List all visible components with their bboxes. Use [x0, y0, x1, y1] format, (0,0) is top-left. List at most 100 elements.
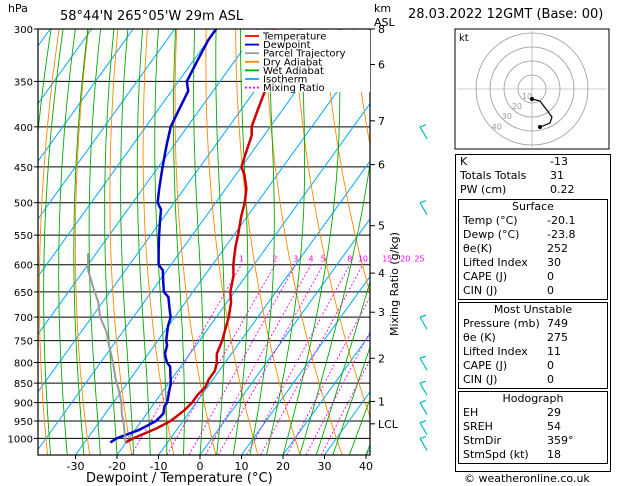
index-row: Temp (°C) -20.1 — [459, 214, 607, 228]
km-tick-label: 5 — [378, 220, 385, 233]
index-label: Dewp (°C) — [463, 228, 520, 241]
hodograph-trace — [531, 98, 553, 128]
mixing-ratio-line — [305, 330, 370, 455]
surface-section: Surface Temp (°C) -20.1 Dewp (°C) -23.8 θe(K… — [458, 199, 608, 300]
datetime-title: 28.03.2022 12GMT (Base: 00) — [408, 7, 603, 22]
index-row: θe (K) 275 — [459, 331, 607, 345]
isotherm-line — [199, 218, 370, 455]
mixing-ratio-label: 20 — [400, 255, 410, 264]
isotherm-line — [38, 29, 342, 451]
wet-adiabat-line — [88, 29, 102, 455]
most-unstable-title: Most Unstable — [493, 303, 573, 316]
wet-adiabat-line — [315, 280, 370, 455]
wet-adiabat-line — [154, 29, 168, 455]
hodograph-section: Hodograph EH 29 SREH 54 StmDir 359° StmSpd (kt… — [458, 391, 608, 464]
wind-barb-flag — [419, 314, 427, 318]
index-label: K — [460, 155, 468, 168]
hodograph-point — [530, 97, 534, 101]
wind-barb — [419, 402, 428, 415]
km-tick-label: 8 — [378, 23, 385, 36]
wind-barb — [419, 316, 428, 330]
x-axis-label: Dewpoint / Temperature (°C) — [86, 471, 273, 486]
mixing-ratio-label: 4 — [308, 255, 313, 264]
wet-adiabat-line — [265, 29, 306, 455]
wet-adiabat-line — [120, 29, 135, 455]
index-value: 30 — [547, 256, 561, 269]
mixing-ratio-line — [130, 264, 242, 455]
wind-barb — [419, 202, 428, 216]
isotherm-line — [38, 29, 300, 393]
index-label: Totals Totals — [460, 169, 527, 182]
index-label: StmSpd (kt) — [463, 448, 529, 461]
dry-adiabat-line — [618, 29, 629, 455]
wind-barb-flag — [419, 420, 427, 424]
temp-tick-label: 20 — [276, 460, 290, 473]
index-value: 359° — [547, 434, 574, 447]
wet-adiabat-line — [73, 29, 89, 455]
wind-barb-flag — [419, 124, 427, 128]
index-row: θe(K) 252 — [459, 242, 607, 256]
dry-adiabat-line — [174, 29, 217, 455]
legend-entry: Wet Adiabat — [263, 66, 324, 77]
dry-adiabat-line — [109, 29, 133, 455]
mixing-ratio-label: 10 — [358, 255, 368, 264]
legend-entry: Parcel Trajectory — [263, 49, 346, 60]
mixing-ratio-line — [246, 264, 351, 455]
index-row: Lifted Index 11 — [459, 345, 607, 359]
index-value: 18 — [547, 448, 561, 461]
index-row: CAPE (J) 0 — [459, 359, 607, 373]
hodograph-ring-label: 30 — [502, 112, 512, 121]
hodograph-unit-label: kt — [459, 33, 469, 44]
pressure-tick-label: 1000 — [8, 434, 33, 445]
index-label: CIN (J) — [463, 373, 498, 386]
index-label: EH — [463, 406, 479, 419]
pressure-tick-label: 750 — [14, 337, 33, 348]
index-label: Lifted Index — [463, 345, 528, 358]
index-value: 11 — [547, 345, 561, 358]
index-value: 0 — [547, 284, 554, 297]
indices-panel: K -13 Totals Totals 31 PW (cm) 0.22 Surface T… — [455, 154, 611, 472]
isotherm-line — [38, 29, 217, 278]
index-value: -23.8 — [547, 228, 576, 241]
index-row: Pressure (mb) 749 — [459, 317, 607, 331]
legend-entry: Mixing Ratio — [263, 83, 325, 94]
legend-entry: Dry Adiabat — [263, 57, 322, 68]
index-label: StmDir — [463, 434, 502, 447]
index-row: StmSpd (kt) 18 — [459, 448, 607, 462]
index-row: StmDir 359° — [459, 434, 607, 448]
index-value: 749 — [547, 317, 568, 330]
credit-text: © weatheronline.co.uk — [464, 472, 590, 485]
wet-adiabat-line — [193, 29, 204, 455]
index-row: Totals Totals 31 — [456, 169, 610, 183]
pressure-tick-label: 300 — [14, 25, 33, 36]
pressure-tick-label: 950 — [14, 417, 33, 428]
km-tick-label: 1 — [378, 395, 385, 408]
dry-adiabat-line — [74, 29, 91, 455]
km-tick-label: 2 — [378, 352, 385, 365]
surface-title: Surface — [512, 200, 554, 213]
index-value: 0.22 — [550, 183, 575, 196]
mixing-ratio-line — [286, 296, 370, 455]
mixing-ratio-label: 15 — [382, 255, 392, 264]
temperature-profile — [125, 29, 277, 444]
temp-tick-label: 10 — [235, 460, 249, 473]
wind-barb-flag — [419, 380, 427, 384]
wet-adiabat-line — [348, 397, 370, 455]
index-label: θe (K) — [463, 331, 496, 344]
pressure-tick-label: 850 — [14, 379, 33, 390]
km-tick-label: 3 — [378, 306, 385, 319]
index-label: CAPE (J) — [463, 270, 508, 283]
index-label: PW (cm) — [460, 183, 507, 196]
temp-tick-label: -30 — [67, 460, 85, 473]
mixing-ratio-line — [205, 264, 312, 455]
mixing-ratio-line — [188, 264, 297, 455]
wet-adiabat-line — [299, 160, 370, 455]
wind-barb-flag — [419, 355, 427, 359]
index-value: 0 — [547, 359, 554, 372]
isotherm-line — [241, 275, 370, 455]
mixing-ratio-label: 5 — [321, 255, 326, 264]
wind-barb-flag — [419, 435, 427, 439]
isotherm-line — [116, 102, 370, 455]
km-tick-label: 4 — [378, 267, 385, 280]
